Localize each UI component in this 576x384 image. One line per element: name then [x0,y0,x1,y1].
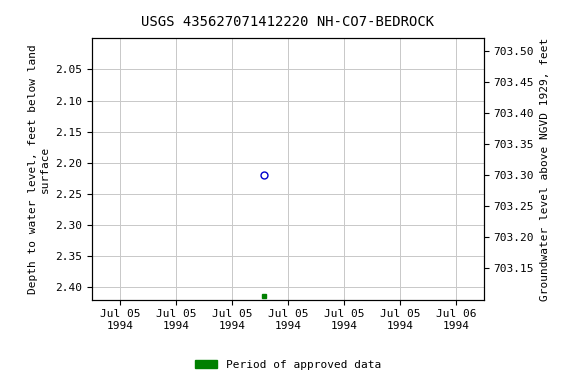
Y-axis label: Groundwater level above NGVD 1929, feet: Groundwater level above NGVD 1929, feet [540,37,550,301]
Y-axis label: Depth to water level, feet below land
surface: Depth to water level, feet below land su… [28,44,50,294]
Legend: Period of approved data: Period of approved data [191,356,385,375]
Text: USGS 435627071412220 NH-CO7-BEDROCK: USGS 435627071412220 NH-CO7-BEDROCK [142,15,434,29]
